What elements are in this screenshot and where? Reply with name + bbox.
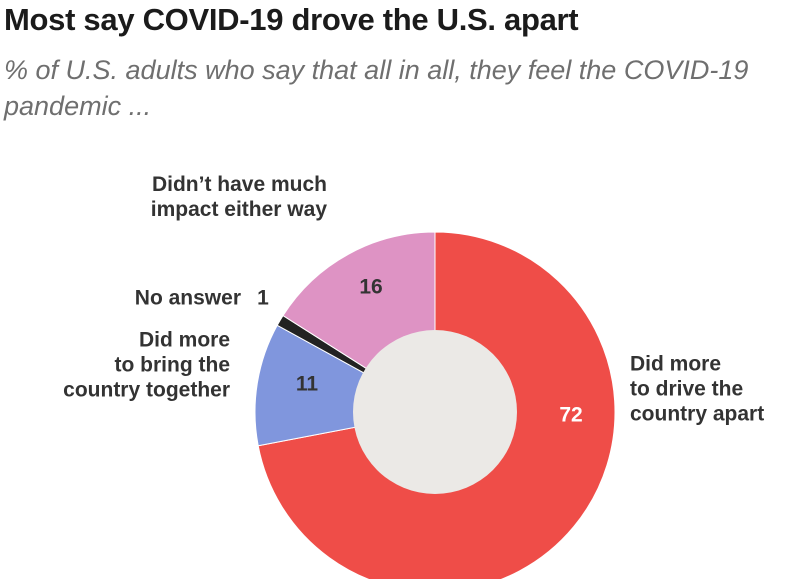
slice-category-label: Didn’t have much impact either way <box>151 173 328 221</box>
slice-value-label: 11 <box>296 373 319 396</box>
slice-category-label: Did more to bring the country together <box>63 329 230 402</box>
chart-subtitle: % of U.S. adults who say that all in all… <box>4 55 749 121</box>
slice-value-label: 1 <box>257 287 269 310</box>
slice-category-label: Did more to drive the country apart <box>630 353 764 426</box>
slice-value-label: 72 <box>559 404 582 427</box>
donut-hole <box>353 330 517 494</box>
slice-category-label: No answer <box>135 287 241 310</box>
slice-value-label: 16 <box>359 276 382 299</box>
chart-title: Most say COVID-19 drove the U.S. apart <box>4 2 579 37</box>
